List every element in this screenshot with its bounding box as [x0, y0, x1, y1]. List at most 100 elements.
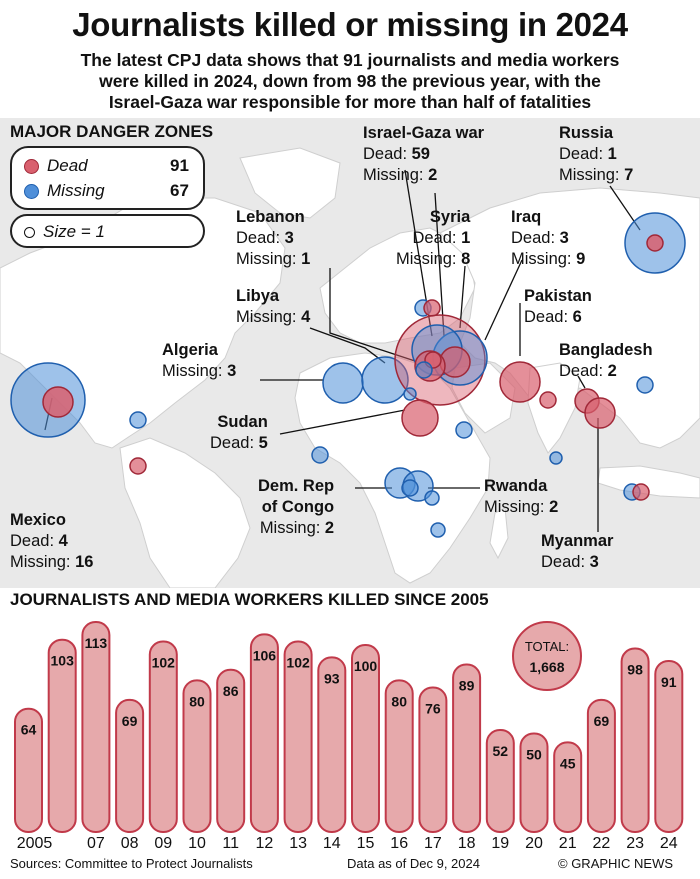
tick-label: 11	[222, 835, 239, 852]
zone-label-sudan: Sudan Dead: 5	[210, 413, 268, 452]
zone-label-bangladesh: Bangladesh Dead: 2	[559, 341, 653, 380]
missing-dot-icon	[24, 183, 39, 199]
tick-label: 12	[256, 835, 274, 852]
bar-16	[384, 679, 414, 834]
south-america-landmass	[119, 437, 251, 588]
bar-value-label: 102	[152, 654, 176, 670]
bubble-china-missing	[636, 376, 654, 394]
danger-zones-map: MAJOR DANGER ZONES Dead 91 Missing 67 Si…	[0, 118, 700, 588]
leader-line	[577, 375, 586, 389]
bubble-kenya-missing	[424, 490, 440, 506]
bar-value-label: 93	[324, 670, 340, 686]
bubble-algeria-missing	[322, 362, 364, 404]
leader-line	[434, 192, 445, 337]
bubble-colombia-dead	[129, 457, 147, 475]
bubble-philippines-dead	[632, 483, 650, 501]
bar-12	[249, 633, 279, 834]
bar-09	[148, 640, 178, 834]
tick-label: 20	[525, 835, 543, 852]
bubble-ukraine-dead	[423, 299, 441, 317]
bubble-egypt-missing	[403, 387, 417, 401]
bar-15	[351, 644, 380, 833]
tick-label: 18	[458, 835, 476, 852]
subtitle-line: The latest CPJ data shows that 91 journa…	[80, 50, 620, 70]
tick-labels-group: 2005 07 08 09 10 11 12 13 14 15 16 17 18 19 20 21 22 23 24	[17, 835, 678, 852]
zone-label-lebanon: Lebanon Dead: 3 Missing: 1	[236, 208, 311, 268]
bubble-pakistan-dead	[499, 361, 541, 403]
bar-23	[620, 647, 650, 833]
subtitle-line: were killed in 2024, down from 98 the pr…	[99, 71, 601, 91]
zone-label-rwanda: Rwanda Missing: 2	[484, 477, 559, 516]
leader-lines	[44, 169, 641, 532]
zone-label-iraq: Iraq Dead: 3 Missing: 9	[511, 208, 586, 268]
bar-24	[654, 659, 684, 834]
tick-label: 23	[626, 835, 644, 852]
bar-value-label: 64	[21, 722, 37, 738]
subtitle: The latest CPJ data shows that 91 journa…	[20, 50, 680, 113]
bar-value-label: 69	[122, 713, 138, 729]
footer-credit: © GRAPHIC NEWS	[558, 856, 674, 871]
bubble-tanzania-missing	[430, 522, 446, 538]
tick-label: 2005	[17, 835, 53, 852]
zone-label-russia: Russia Dead: 1 Missing: 7	[559, 124, 634, 184]
bar-value-label: 98	[627, 662, 643, 678]
bubble-haiti-missing	[129, 411, 147, 429]
bubbles	[10, 212, 686, 538]
zone-label-drc: Dem. Rep of Congo Missing: 2	[258, 477, 335, 537]
bar-07	[81, 621, 111, 833]
tick-label: 07	[87, 835, 105, 852]
total-label: TOTAL:	[525, 639, 569, 654]
madagascar-landmass	[489, 507, 509, 560]
bar-value-label: 69	[594, 713, 610, 729]
bar-08	[115, 698, 145, 834]
legend-dead-label: Dead	[47, 156, 88, 175]
bubble-west-africa-missing	[311, 446, 329, 464]
legend-size-label: Size = 1	[43, 222, 105, 241]
subtitle-line: Israel-Gaza war responsible for more tha…	[108, 92, 592, 112]
bar-13	[283, 640, 313, 834]
tick-label: 22	[593, 835, 611, 852]
bubble-burundi-missing	[401, 479, 419, 497]
bubble-sudan-dead	[401, 399, 439, 437]
legend-missing-value: 67	[170, 181, 189, 200]
bar-2005	[14, 707, 43, 833]
bar-value-label: 86	[223, 683, 239, 699]
bar-value-label: 45	[560, 755, 576, 771]
dead-dot-icon	[24, 158, 39, 174]
bar-19	[485, 728, 515, 833]
bar-value-label: 52	[493, 743, 509, 759]
tick-label: 24	[660, 835, 678, 852]
world-map	[0, 147, 700, 588]
bar-06	[47, 638, 77, 834]
bars-group: 64 103 113 69 102 80 86 106 102 93 100 80 76 89 52 50 45…	[14, 621, 684, 834]
bubble-myanmar-dead	[584, 397, 616, 429]
bar-value-label: 106	[253, 647, 277, 663]
zone-label-israel-gaza: Israel-Gaza war Dead: 59 Missing: 2	[363, 124, 485, 184]
bar-20	[519, 732, 549, 833]
legend-missing: Missing	[24, 181, 105, 201]
leader-line	[484, 259, 523, 341]
bar-value-label: 100	[354, 658, 378, 674]
zone-label-syria: Syria Dead: 1 Missing: 8	[396, 208, 471, 268]
arabia-landmass	[451, 362, 516, 434]
tick-label: 15	[357, 835, 375, 852]
danger-zones-heading: MAJOR DANGER ZONES	[10, 122, 214, 141]
zone-label-myanmar: Myanmar Dead: 3	[541, 532, 614, 571]
bar-value-label: 76	[425, 700, 441, 716]
bar-value-label: 80	[391, 693, 407, 709]
legend-missing-label: Missing	[47, 181, 105, 200]
bar-22	[586, 698, 616, 834]
zone-label-pakistan: Pakistan Dead: 6	[524, 287, 592, 326]
zone-label-algeria: Algeria Missing: 3	[162, 341, 237, 380]
bar-value-label: 50	[526, 747, 542, 763]
leader-line	[329, 268, 416, 362]
total-circle	[512, 621, 582, 691]
bar-17	[418, 686, 448, 833]
footer-source: Sources: Committee to Protect Journalist…	[10, 856, 253, 871]
bar-value-label: 113	[85, 635, 108, 651]
bar-10	[182, 679, 212, 834]
bubble-sri-lanka-missing	[549, 451, 563, 465]
tick-label: 13	[289, 835, 307, 852]
bar-14	[317, 656, 347, 834]
bubble-mexico-dead	[42, 386, 74, 418]
